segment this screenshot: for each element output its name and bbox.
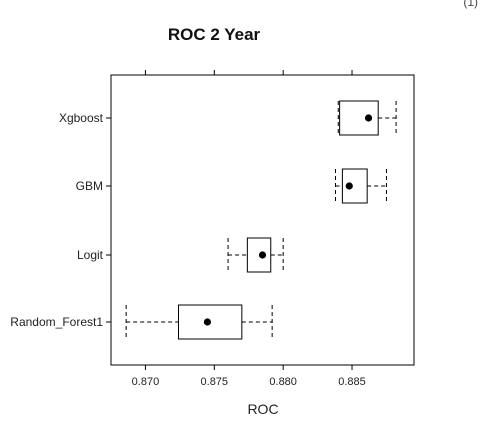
iqr-box <box>339 100 379 136</box>
median-dot <box>203 318 212 326</box>
median-dot <box>345 182 353 190</box>
x-axis-label: ROC <box>247 401 278 417</box>
plot-frame <box>110 74 415 366</box>
top-tick-marks <box>144 70 353 75</box>
box-gbm <box>334 168 387 204</box>
x-tick-label-3: 0.885 <box>338 376 366 388</box>
box-xgboost <box>337 100 397 136</box>
x-tick-label-1: 0.875 <box>201 376 229 388</box>
category-label-1: GBM <box>76 179 103 193</box>
category-label-2: Logit <box>77 248 104 262</box>
median-dot <box>258 251 267 259</box>
category-label-3: Random_Forest1 <box>10 315 103 329</box>
box-logit <box>227 237 284 273</box>
median-dot <box>364 114 373 122</box>
x-tick-label-2: 0.880 <box>269 376 297 388</box>
x-tick-label-0: 0.870 <box>132 376 160 388</box>
box-series <box>125 100 397 340</box>
chart-title: ROC 2 Year <box>168 25 261 44</box>
category-labels: Xgboost GBM Logit Random_Forest1 <box>10 111 111 329</box>
corner-mark: (1) <box>463 0 478 9</box>
box-random-forest1 <box>125 304 273 340</box>
bottom-tick-marks: 0.870 0.875 0.880 0.885 <box>132 365 366 388</box>
category-label-0: Xgboost <box>59 111 104 125</box>
